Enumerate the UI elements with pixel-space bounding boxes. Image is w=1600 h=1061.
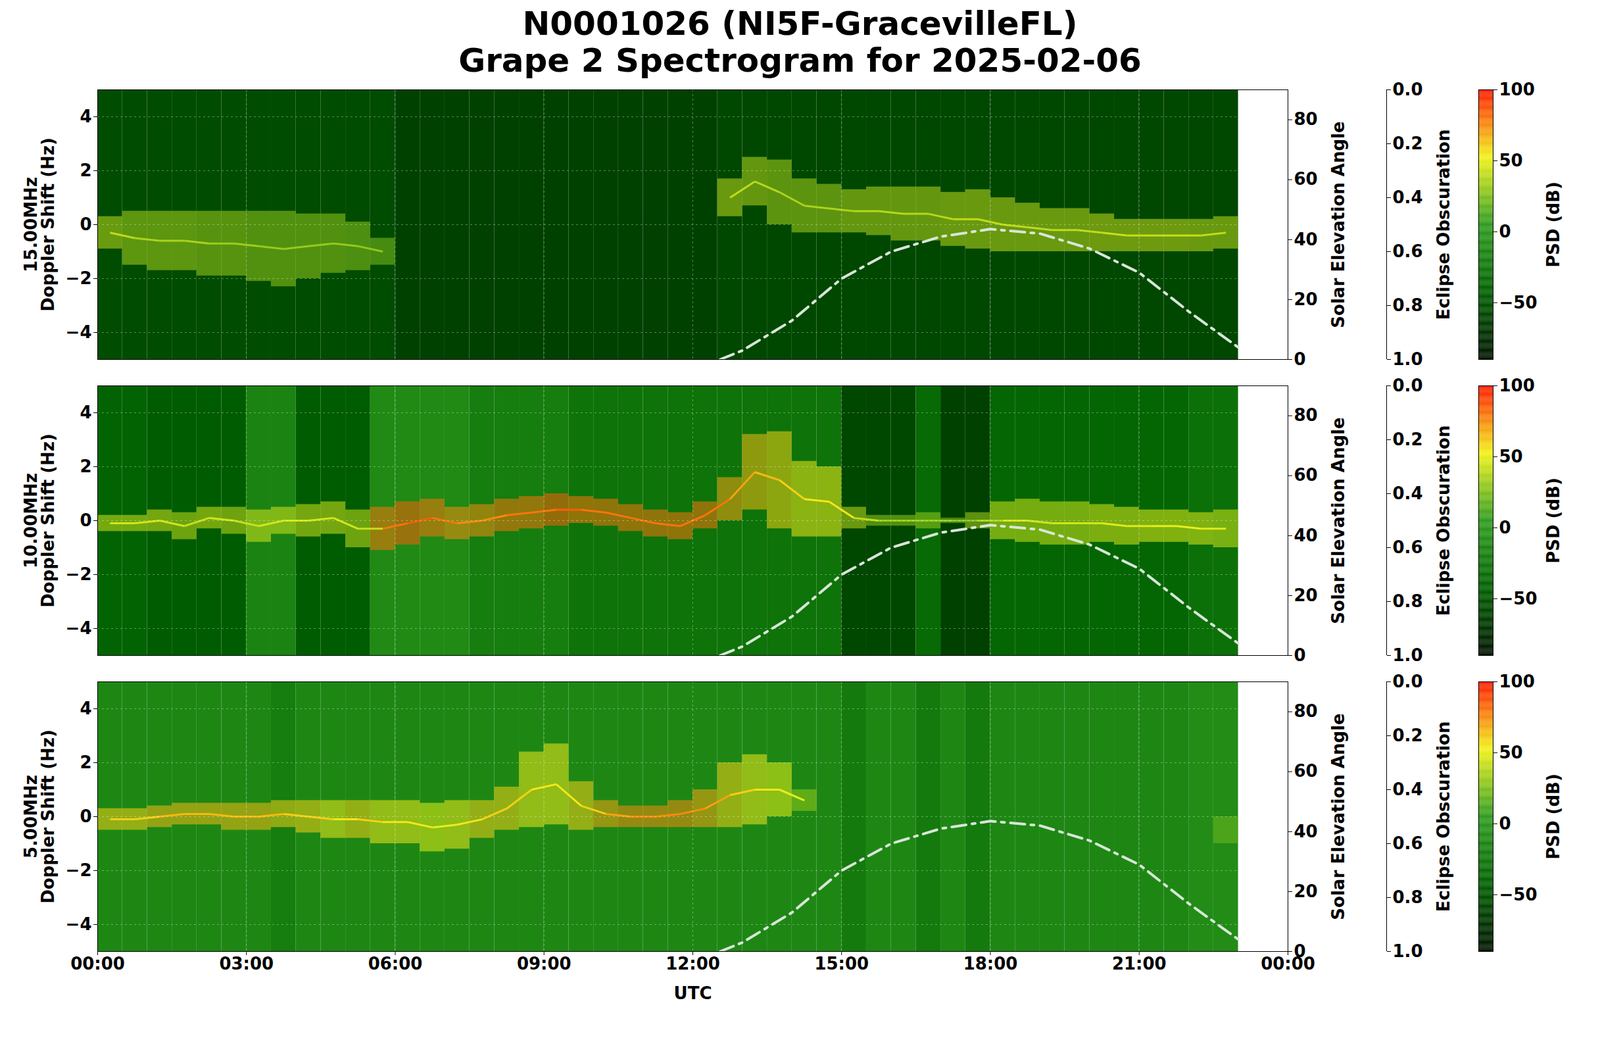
svg-text:100: 100 [1499,79,1535,100]
svg-text:Solar Elevation Angle: Solar Elevation Angle [1328,416,1349,624]
svg-text:40: 40 [1294,821,1318,842]
svg-text:50: 50 [1499,742,1524,763]
svg-text:80: 80 [1294,109,1318,129]
svg-text:80: 80 [1294,405,1318,425]
svg-text:100: 100 [1499,671,1535,692]
svg-text:60: 60 [1294,169,1318,189]
svg-text:09:00: 09:00 [516,953,572,974]
svg-text:0.6: 0.6 [1392,241,1424,262]
svg-text:5.00MHzDoppler Shift (Hz): 5.00MHzDoppler Shift (Hz) [21,729,58,904]
svg-text:2: 2 [79,752,92,773]
svg-text:12:00: 12:00 [665,953,721,974]
svg-text:0: 0 [1499,813,1512,834]
svg-text:0.6: 0.6 [1392,537,1424,558]
svg-text:0.4: 0.4 [1392,483,1424,504]
svg-text:2: 2 [79,456,92,477]
svg-text:15.00MHzDoppler Shift (Hz): 15.00MHzDoppler Shift (Hz) [21,137,58,312]
svg-text:0.0: 0.0 [1392,375,1424,396]
svg-text:0: 0 [1294,941,1307,961]
svg-text:PSD (dB): PSD (dB) [1543,477,1564,564]
svg-text:40: 40 [1294,525,1318,546]
svg-text:03:00: 03:00 [218,953,274,974]
svg-text:−50: −50 [1499,884,1538,905]
svg-text:0.8: 0.8 [1392,295,1424,316]
svg-text:40: 40 [1294,229,1318,250]
svg-text:15:00: 15:00 [814,953,869,974]
svg-text:4: 4 [79,106,92,127]
svg-text:−50: −50 [1499,292,1538,313]
svg-text:4: 4 [79,402,92,423]
svg-text:0: 0 [79,510,92,531]
svg-text:60: 60 [1294,760,1318,781]
svg-text:0: 0 [1499,221,1512,242]
svg-text:2: 2 [79,160,92,181]
svg-text:21:00: 21:00 [1112,953,1167,974]
svg-text:00:00: 00:00 [70,953,125,974]
svg-text:50: 50 [1499,150,1524,171]
svg-text:4: 4 [79,698,92,719]
svg-text:0.4: 0.4 [1392,187,1424,208]
svg-text:−50: −50 [1499,588,1538,609]
svg-text:0: 0 [1294,645,1307,665]
svg-text:100: 100 [1499,375,1535,396]
svg-text:0.0: 0.0 [1392,79,1424,100]
svg-text:Solar Elevation Angle: Solar Elevation Angle [1328,121,1349,328]
svg-text:0: 0 [1294,349,1307,369]
svg-text:06:00: 06:00 [368,953,423,974]
svg-text:00:00: 00:00 [1260,953,1316,974]
svg-text:−4: −4 [65,914,93,934]
svg-text:0.6: 0.6 [1392,833,1424,853]
svg-text:18:00: 18:00 [963,953,1019,974]
svg-text:0: 0 [79,806,92,826]
svg-text:20: 20 [1294,881,1318,901]
svg-text:0: 0 [1499,517,1512,538]
html-text:Grape 2 Spectrogram for 2025-0: Grape 2 Spectrogram for 2025-02-06 [458,41,1142,80]
svg-text:0.2: 0.2 [1392,429,1424,450]
svg-text:20: 20 [1294,289,1318,310]
svg-text:PSD (dB): PSD (dB) [1543,181,1564,268]
svg-text:0.8: 0.8 [1392,887,1424,907]
svg-text:0.2: 0.2 [1392,133,1424,154]
svg-text:0.4: 0.4 [1392,779,1424,800]
svg-text:−2: −2 [65,860,93,880]
svg-text:1.0: 1.0 [1392,645,1424,665]
svg-text:10.00MHzDoppler Shift (Hz): 10.00MHzDoppler Shift (Hz) [21,433,58,608]
svg-text:0.2: 0.2 [1392,725,1424,746]
svg-text:80: 80 [1294,701,1318,721]
svg-text:1.0: 1.0 [1392,941,1424,961]
svg-text:−2: −2 [65,268,93,289]
svg-text:0.8: 0.8 [1392,591,1424,611]
svg-text:0: 0 [79,214,92,235]
svg-text:Eclipse Obscuration: Eclipse Obscuration [1433,721,1454,913]
svg-text:UTC: UTC [674,983,713,1003]
html-text:N0001026 (NI5F-GracevilleFL): N0001026 (NI5F-GracevilleFL) [522,4,1078,43]
svg-text:Eclipse Obscuration: Eclipse Obscuration [1433,425,1454,617]
svg-text:20: 20 [1294,585,1318,606]
svg-text:Solar Elevation Angle: Solar Elevation Angle [1328,712,1349,920]
svg-text:−4: −4 [65,618,93,638]
svg-text:60: 60 [1294,464,1318,485]
svg-text:Eclipse Obscuration: Eclipse Obscuration [1433,129,1454,321]
svg-text:−2: −2 [65,564,93,584]
svg-text:1.0: 1.0 [1392,349,1424,369]
svg-text:PSD (dB): PSD (dB) [1543,773,1564,860]
svg-text:−4: −4 [65,322,93,342]
svg-text:50: 50 [1499,446,1524,467]
svg-text:0.0: 0.0 [1392,671,1424,692]
